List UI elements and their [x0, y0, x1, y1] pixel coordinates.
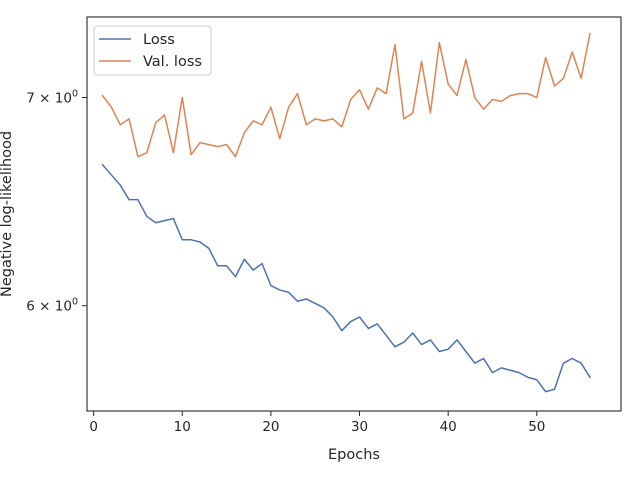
x-axis-label: Epochs [328, 447, 380, 463]
y-axis-label: Negative log-likelihood [0, 131, 15, 297]
series-line-loss [101, 163, 592, 393]
x-axis: 0 10 20 30 40 50 [89, 411, 545, 435]
x-tick-label: 10 [174, 419, 191, 435]
y-tick-label: 7 × 100 [26, 89, 78, 107]
x-tick-label: 20 [262, 419, 279, 435]
y-axis: 6 × 100 7 × 100 [26, 89, 87, 315]
legend-label-val-loss: Val. loss [143, 54, 202, 70]
series-layer [101, 32, 592, 393]
x-tick-label: 30 [351, 419, 368, 435]
plot-frame [86, 16, 622, 412]
x-tick-label: 50 [528, 419, 545, 435]
series-line-val-loss [101, 32, 591, 158]
legend-label-loss: Loss [143, 32, 175, 48]
legend: Loss Val. loss [93, 25, 212, 76]
x-tick-label: 40 [440, 419, 457, 435]
x-tick-label: 0 [89, 419, 98, 435]
y-tick-label: 6 × 100 [26, 297, 78, 315]
